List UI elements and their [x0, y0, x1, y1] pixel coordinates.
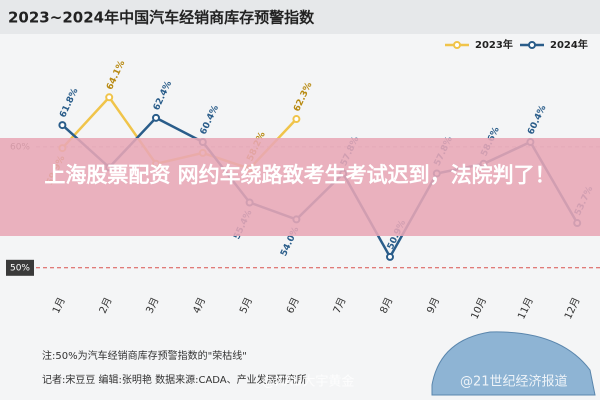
- legend-marker: [528, 41, 536, 49]
- title-bar: [0, 0, 600, 34]
- credit: 记者:宋豆豆 编辑:张明艳 数据来源:CADA、产业发展研究所: [42, 373, 307, 386]
- watermark: @XAU大宇黄金: [262, 374, 354, 390]
- data-point: [292, 115, 301, 124]
- legend-label: 2024年: [550, 38, 588, 51]
- y-tick-label: 50%: [10, 263, 30, 273]
- y-tick-box: [6, 259, 34, 276]
- data-point: [152, 113, 160, 122]
- legend-marker: [453, 41, 461, 49]
- legend-label: 2023年: [475, 38, 513, 51]
- car-illustration: [431, 331, 596, 396]
- banner-text: 上海股票配资 网约车绕路致考生考试迟到，法院判了！: [44, 163, 556, 187]
- data-point: [386, 252, 394, 261]
- note: 注:50%为汽车经销商库存预警指数的"荣枯线": [42, 349, 247, 362]
- data-point: [105, 93, 114, 102]
- banner: [0, 138, 600, 236]
- banner-box: 上海股票配资 网约车绕路致考生考试迟到，法院判了！: [44, 163, 556, 187]
- watermark: @21世纪经济报道: [460, 375, 568, 390]
- chart-title: 2023~2024年中国汽车经销商库存预警指数: [8, 9, 315, 27]
- data-point: [58, 121, 67, 130]
